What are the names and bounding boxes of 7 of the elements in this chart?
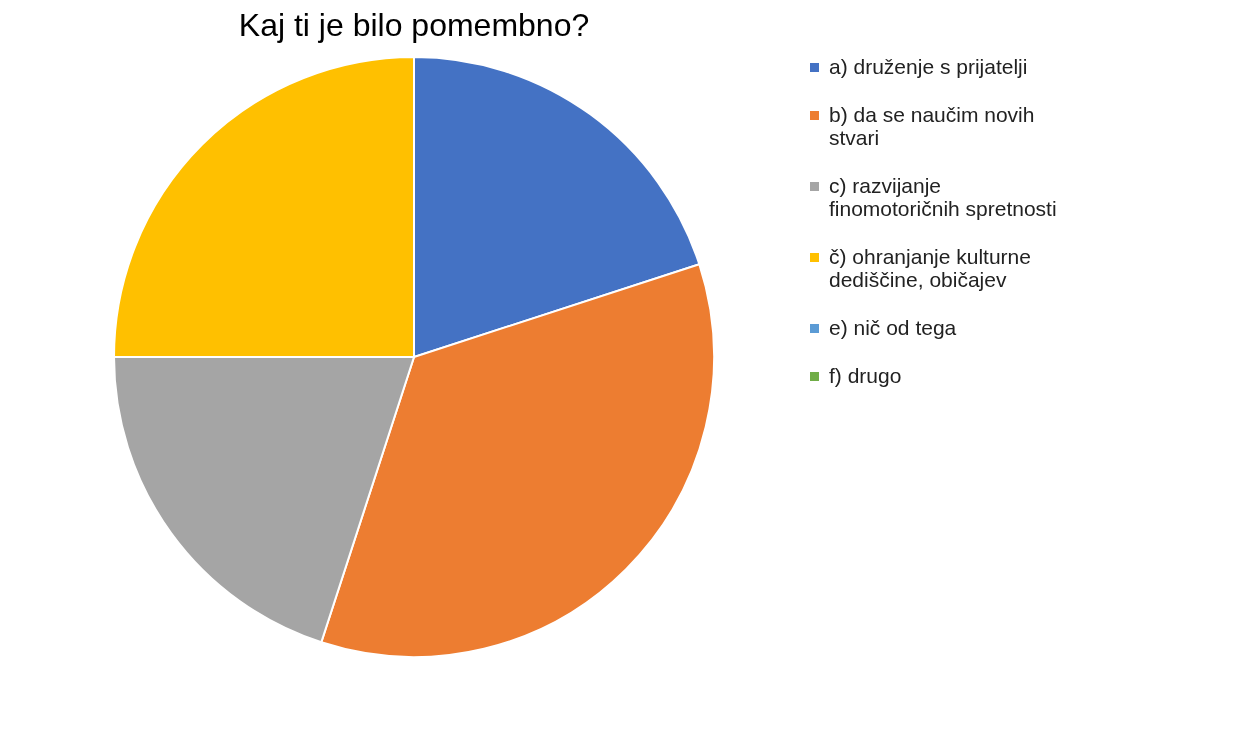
chart-title: Kaj ti je bilo pomembno? <box>238 7 590 43</box>
legend-label: c) razvijanje finomotoričnih spretnosti <box>829 173 1057 220</box>
legend-label: a) druženje s prijatelji <box>829 54 1028 78</box>
legend-label: e) nič od tega <box>829 315 957 339</box>
legend-label: b) da se naučim novih stvari <box>829 102 1035 149</box>
legend-label: f) drugo <box>829 363 902 387</box>
legend-label: č) ohranjanje kulturne dediščine, običajev <box>829 244 1031 291</box>
